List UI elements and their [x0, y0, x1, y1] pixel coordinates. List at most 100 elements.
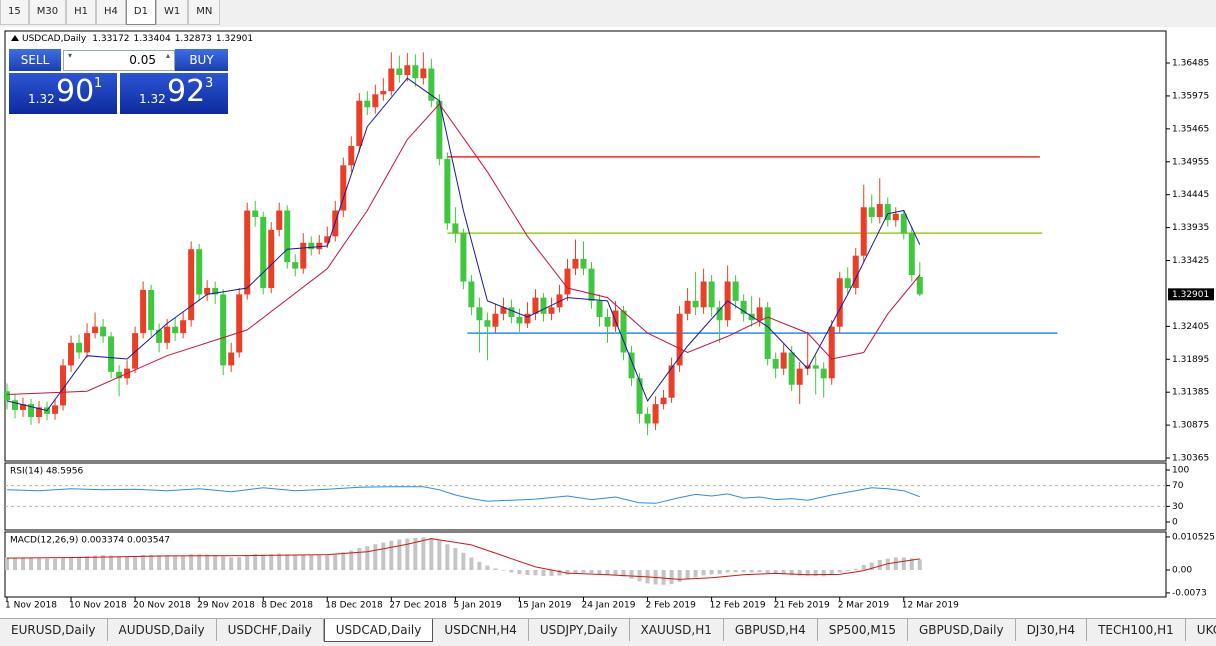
- candle-body: [196, 249, 203, 295]
- chart-tab[interactable]: USDCNH,H4: [433, 619, 529, 641]
- candle-body: [292, 262, 299, 269]
- candle-body: [388, 68, 395, 92]
- macd-bar: [901, 557, 906, 570]
- candle-body: [660, 397, 667, 405]
- moving-average: [6, 103, 921, 395]
- y-tick-label: 30: [1172, 502, 1184, 512]
- candle-body: [508, 307, 515, 317]
- candle-body: [796, 368, 803, 385]
- y-tick-label: 1.36485: [1172, 59, 1209, 69]
- candle-body: [428, 68, 435, 101]
- timeframe-button[interactable]: W1: [155, 0, 189, 25]
- collapse-arrow[interactable]: [11, 35, 19, 41]
- chart-tab[interactable]: AUDUSD,Daily: [108, 619, 217, 641]
- lot-value: 0.05: [129, 53, 156, 67]
- x-tick-label: 2 Mar 2019: [838, 601, 890, 611]
- candle-body: [348, 145, 355, 166]
- candle-body: [844, 278, 851, 288]
- macd-bar: [285, 554, 290, 570]
- macd-bar: [597, 569, 602, 575]
- ask-main: 92: [167, 74, 206, 109]
- candle-body: [4, 391, 11, 401]
- macd-bar: [557, 569, 562, 576]
- price-marker-label: 1.32901: [1172, 290, 1209, 300]
- macd-bar: [605, 569, 610, 576]
- candle-body: [492, 313, 499, 327]
- macd-bar: [197, 554, 202, 570]
- macd-bar: [397, 539, 402, 570]
- macd-bar: [773, 569, 778, 575]
- chart-tab[interactable]: XAUUSD,H1: [630, 619, 724, 641]
- chart-tab[interactable]: USDCAD,Daily: [323, 619, 434, 642]
- macd-bar: [245, 555, 250, 570]
- buy-button[interactable]: BUY: [175, 49, 228, 71]
- macd-bar: [685, 569, 690, 580]
- macd-bar: [885, 558, 890, 570]
- x-tick-label: 2 Feb 2019: [646, 601, 697, 611]
- candle-body: [500, 307, 507, 314]
- macd-bar: [333, 554, 338, 570]
- macd-panel: [4, 531, 1167, 598]
- bid-price[interactable]: 1.32 90 1: [9, 73, 117, 114]
- candle-body: [188, 249, 195, 321]
- candle-body: [204, 287, 211, 295]
- candle-body: [476, 307, 483, 321]
- sell-button[interactable]: SELL: [9, 49, 61, 71]
- macd-bar: [109, 555, 114, 570]
- chart-tab[interactable]: EURUSD,Daily: [0, 619, 108, 641]
- y-tick-label: 100: [1172, 466, 1189, 476]
- candle-body: [68, 342, 75, 366]
- candle-body: [836, 278, 843, 327]
- y-tick-label: 1.34955: [1172, 157, 1209, 167]
- timeframe-button[interactable]: 15: [0, 0, 29, 25]
- lot-input[interactable]: ▾ 0.05 ▴: [63, 50, 175, 71]
- ask-price[interactable]: 1.32 92 3: [120, 73, 228, 114]
- candle-body: [524, 313, 531, 324]
- candle-body: [164, 326, 171, 343]
- macd-bar: [909, 558, 914, 570]
- candle-body: [636, 378, 643, 414]
- macd-bar: [293, 554, 298, 570]
- rsi-panel: [4, 462, 1167, 531]
- timeframe-button[interactable]: MN: [188, 0, 221, 25]
- chart-tab[interactable]: USDCHF,Daily: [217, 619, 324, 641]
- macd-bar: [805, 569, 810, 576]
- macd-bar: [429, 537, 434, 570]
- chart-tab[interactable]: UKC: [1186, 619, 1216, 641]
- candle-body: [404, 65, 411, 75]
- candle-body: [916, 276, 923, 295]
- bid-main: 90: [56, 74, 95, 109]
- timeframe-button[interactable]: H4: [95, 0, 126, 25]
- candle-body: [772, 358, 779, 369]
- candle-body: [628, 352, 635, 379]
- timeframe-button[interactable]: H1: [66, 0, 96, 25]
- candle-body: [484, 320, 491, 327]
- candle-body: [356, 100, 363, 146]
- candle-body: [260, 216, 267, 288]
- chart-tab[interactable]: GBPUSD,H4: [724, 619, 818, 641]
- macd-bar: [165, 555, 170, 570]
- chart-tab[interactable]: GBPUSD,Daily: [908, 619, 1016, 641]
- candle-body: [324, 236, 331, 243]
- macd-bar: [261, 554, 266, 570]
- macd-bar: [877, 559, 882, 570]
- candle-body: [820, 368, 827, 379]
- timeframe-button[interactable]: M30: [28, 0, 67, 25]
- ask-big: 1.32: [139, 92, 166, 106]
- candle-body: [892, 213, 899, 221]
- macd-bar: [517, 569, 522, 575]
- chart-tab[interactable]: SP500,M15: [818, 619, 908, 641]
- chart-tab[interactable]: TECH100,H1: [1087, 619, 1186, 641]
- timeframe-button[interactable]: D1: [125, 0, 156, 25]
- x-tick-label: 20 Nov 2018: [133, 601, 191, 611]
- rsi-title: RSI(14) 48.5956: [10, 467, 83, 477]
- candle-body: [372, 94, 379, 108]
- chart-tab[interactable]: USDJPY,Daily: [529, 619, 630, 641]
- macd-bar: [445, 544, 450, 570]
- chart-tab[interactable]: DJ30,H4: [1016, 619, 1088, 641]
- candle-body: [316, 242, 323, 250]
- candle-body: [28, 404, 35, 418]
- candle-body: [396, 68, 403, 75]
- y-tick-label: 1.30365: [1172, 454, 1209, 464]
- candle-body: [76, 342, 83, 353]
